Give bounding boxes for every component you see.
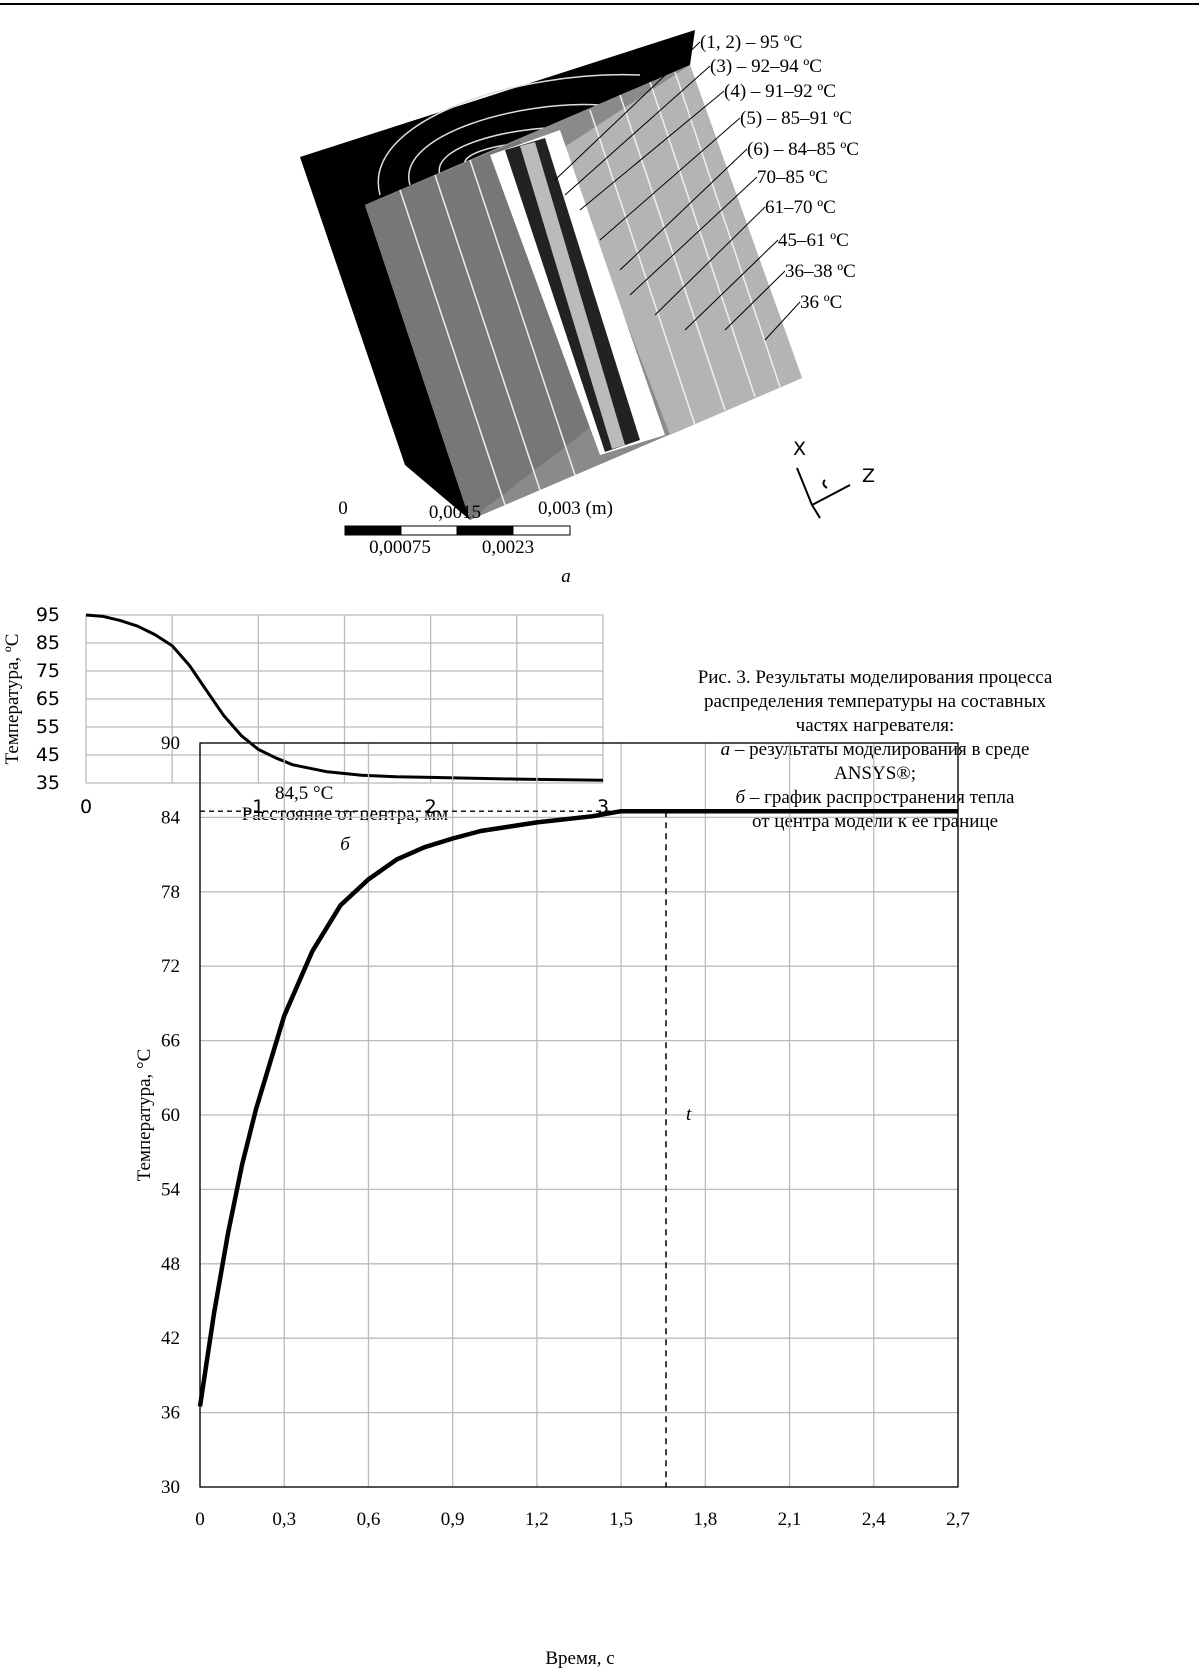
ansys-render — [300, 30, 802, 520]
y-axis-label: Температура, ºС — [2, 634, 23, 765]
zone-label: (6) – 84–85 ºC — [747, 139, 859, 160]
y-tick-label: 35 — [36, 772, 60, 794]
caption-text: – график распространения тепла — [749, 787, 1015, 808]
page: (1, 2) – 95 ºC (3) – 92–94 ºC (4) – 91–92 … — [0, 0, 1199, 1676]
y-tick-label: 36 — [161, 1403, 180, 1424]
y-tick-label: 65 — [36, 688, 60, 710]
reference-label: t — [686, 1104, 692, 1125]
y-tick-label: 75 — [36, 660, 60, 682]
y-tick-label: 78 — [161, 882, 180, 903]
x-axis-label: Расстояние от центра, мм — [242, 804, 448, 825]
x-tick-label: 1,2 — [525, 1509, 549, 1530]
panel-label: б — [340, 834, 351, 855]
caption-text: – результаты моделирования в среде — [734, 739, 1030, 760]
y-tick-label: 72 — [161, 956, 180, 977]
reference-label: 84,5 °С — [275, 783, 333, 804]
scale-label: 0,003 (m) — [538, 498, 613, 519]
y-tick-label: 30 — [161, 1477, 180, 1498]
y-tick-label: 45 — [36, 744, 60, 766]
panel-label: а — [561, 566, 571, 587]
zone-label: 61–70 ºC — [765, 197, 836, 218]
zone-label: 70–85 ºC — [757, 167, 828, 188]
scale-label: 0 — [338, 498, 348, 519]
caption-line: Рис. 3. Результаты моделирования процесс… — [698, 667, 1053, 688]
zone-label: 36 ºC — [800, 292, 842, 313]
x-axis-label: Время, с — [545, 1648, 614, 1669]
zone-label: (4) – 91–92 ºC — [724, 81, 836, 102]
axis-letter: Z — [862, 465, 875, 487]
y-tick-label: 48 — [161, 1254, 180, 1275]
caption-letter: а — [721, 739, 731, 760]
x-tick-label: 1,8 — [693, 1509, 717, 1530]
y-tick-label: 85 — [36, 632, 60, 654]
zone-label: 45–61 ºC — [778, 230, 849, 251]
scale-label: 0,00075 — [369, 537, 431, 558]
scale-bar — [345, 526, 570, 535]
y-tick-label: 55 — [36, 716, 60, 738]
x-tick-label: 0 — [195, 1509, 205, 1530]
axis-letter: X — [793, 438, 806, 460]
caption-line: б – график распространения тепла — [736, 787, 1015, 808]
caption-line: частях нагревателя: — [796, 715, 955, 736]
zone-label: (3) – 92–94 ºC — [710, 56, 822, 77]
scale-label: 0,0015 — [429, 502, 481, 523]
x-tick-label: 1,5 — [609, 1509, 633, 1530]
y-tick-label: 84 — [161, 807, 181, 828]
y-tick-label: 60 — [161, 1105, 180, 1126]
data-line — [200, 811, 958, 1406]
x-tick-label: 0,9 — [441, 1509, 465, 1530]
caption-line: распределения температуры на составных — [704, 691, 1046, 712]
y-axis-label: Температура, °С — [134, 1049, 155, 1182]
caption-letter: б — [736, 787, 747, 808]
caption-line: а – результаты моделирования в среде — [721, 739, 1030, 760]
x-tick-label: 0 — [80, 796, 92, 818]
y-tick-label: 95 — [36, 604, 60, 626]
zone-label: 36–38 ºC — [785, 261, 856, 282]
figure-caption: Рис. 3. Результаты моделирования процесс… — [698, 667, 1053, 832]
chart: 30 36 42 48 54 60 66 72 78 84 90 0 0,3 0,6 0,9 1,2 1,5 1,… — [134, 733, 970, 1669]
y-tick-label: 66 — [161, 1031, 180, 1052]
x-tick-label: 2,4 — [862, 1509, 886, 1530]
y-tick-label: 90 — [161, 733, 180, 754]
x-tick-label: 0,6 — [357, 1509, 381, 1530]
x-tick-label: 0,3 — [272, 1509, 296, 1530]
caption-line: от центра модели к ее границе — [752, 811, 998, 832]
y-tick-label: 54 — [161, 1179, 181, 1200]
zone-label: (1, 2) – 95 ºC — [700, 32, 802, 53]
caption-line: ANSYS®; — [834, 763, 916, 784]
zone-label: (5) – 85–91 ºC — [740, 108, 852, 129]
x-tick-label: 2,1 — [778, 1509, 802, 1530]
axis-triad — [797, 468, 850, 518]
x-tick-label: 2,7 — [946, 1509, 970, 1530]
y-tick-label: 42 — [161, 1328, 180, 1349]
scale-label: 0,0023 — [482, 537, 534, 558]
